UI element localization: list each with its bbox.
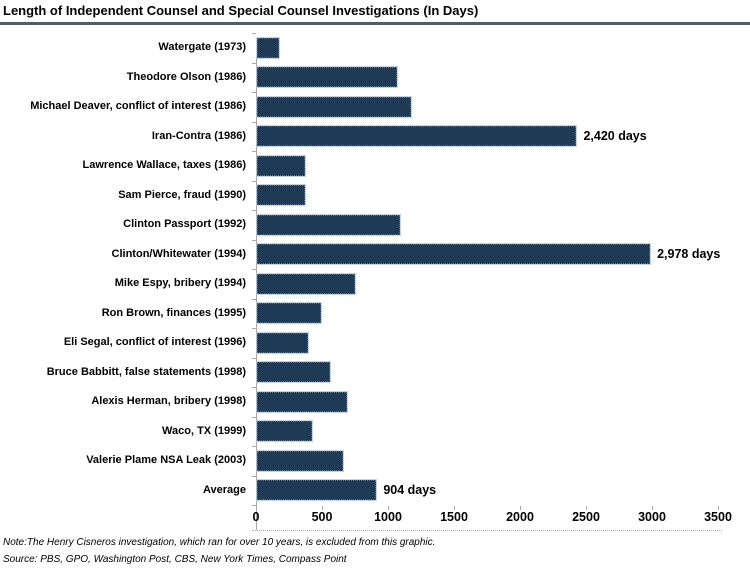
source-line: Source: PBS, GPO, Washington Post, CBS, … bbox=[3, 554, 347, 565]
bar bbox=[257, 273, 356, 294]
bar bbox=[257, 214, 401, 235]
category-label: Clinton/Whitewater (1994) bbox=[111, 247, 246, 260]
bar bbox=[257, 244, 651, 265]
title-underline bbox=[0, 22, 750, 25]
y-axis-tick bbox=[252, 416, 256, 418]
bar-chart: Watergate (1973) Theodore Olson (1986) Mic… bbox=[0, 25, 750, 531]
category-label: Mike Espy, bribery (1994) bbox=[114, 277, 246, 289]
y-axis-tick bbox=[252, 62, 256, 64]
x-axis-line bbox=[252, 530, 722, 531]
x-tick-label: 3500 bbox=[704, 510, 732, 524]
category-label: Ron Brown, finances (1995) bbox=[101, 306, 246, 319]
bar bbox=[257, 480, 377, 501]
y-axis-tick bbox=[252, 269, 256, 270]
y-axis-tick bbox=[252, 298, 256, 300]
y-axis-tick bbox=[252, 92, 256, 93]
x-tick-label: 500 bbox=[311, 510, 333, 524]
x-axis-tick bbox=[322, 506, 323, 510]
x-tick-label: 3000 bbox=[638, 510, 666, 524]
category-label: Bruce Babbitt, false statements (1998) bbox=[46, 365, 246, 378]
bar bbox=[257, 185, 306, 206]
category-label: Lawrence Wallace, taxes (1986) bbox=[82, 159, 246, 171]
category-label: Eli Segal, conflict of interest (1996) bbox=[63, 336, 246, 348]
bar bbox=[257, 67, 397, 88]
category-label: Watergate (1973) bbox=[158, 41, 246, 53]
bar bbox=[257, 450, 344, 471]
bar bbox=[257, 391, 347, 412]
x-axis-tick bbox=[652, 506, 653, 510]
bar bbox=[257, 96, 411, 117]
page-title: Length of Independent Counsel and Specia… bbox=[3, 3, 479, 18]
x-axis-tick bbox=[454, 506, 455, 510]
category-label: Michael Deaver, conflict of interest (19… bbox=[30, 100, 246, 112]
bar-value-label: 2,420 days bbox=[583, 128, 647, 143]
category-label: Valerie Plame NSA Leak (2003) bbox=[86, 454, 246, 466]
y-axis-tick bbox=[252, 210, 256, 211]
bar bbox=[257, 332, 308, 353]
category-label: Clinton Passport (1992) bbox=[123, 218, 246, 230]
bar bbox=[257, 126, 577, 147]
x-axis-tick bbox=[586, 506, 587, 510]
x-axis-tick bbox=[388, 506, 389, 510]
y-axis-tick bbox=[252, 239, 256, 241]
y-axis-tick bbox=[252, 180, 256, 182]
bar-value-label: 904 days bbox=[383, 482, 437, 497]
bar bbox=[257, 303, 322, 324]
y-axis-tick bbox=[252, 475, 256, 477]
category-label: Waco, TX (1999) bbox=[162, 424, 246, 437]
category-label: Iran-Contra (1986) bbox=[151, 129, 246, 142]
footnote: Note:The Henry Cisneros investigation, w… bbox=[3, 537, 436, 548]
category-label: Theodore Olson (1986) bbox=[126, 70, 246, 83]
y-axis-tick bbox=[252, 387, 256, 388]
y-axis-line bbox=[256, 58, 257, 530]
x-axis-tick bbox=[718, 506, 719, 510]
bar bbox=[257, 421, 313, 442]
bar-value-label: 2,978 days bbox=[657, 246, 721, 261]
x-tick-label: 2500 bbox=[572, 510, 600, 524]
y-axis-tick bbox=[252, 33, 256, 34]
bar bbox=[257, 155, 305, 176]
y-axis-tick bbox=[252, 328, 256, 329]
x-tick-label: 2000 bbox=[506, 510, 534, 524]
x-axis-tick bbox=[520, 506, 521, 510]
y-axis-tick bbox=[252, 151, 256, 152]
x-tick-label: 1500 bbox=[440, 510, 468, 524]
y-axis-tick bbox=[252, 121, 256, 123]
category-label: Average bbox=[202, 483, 246, 496]
y-axis-tick bbox=[252, 505, 256, 506]
bar bbox=[257, 37, 279, 58]
category-label: Sam Pierce, fraud (1990) bbox=[118, 188, 246, 201]
bar bbox=[257, 362, 331, 383]
x-tick-label: 1000 bbox=[374, 510, 402, 524]
y-axis-tick bbox=[252, 446, 256, 447]
y-axis-tick bbox=[252, 357, 256, 359]
x-axis-tick bbox=[256, 506, 257, 510]
category-label: Alexis Herman, bribery (1998) bbox=[91, 395, 246, 407]
x-tick-label: 0 bbox=[252, 510, 260, 524]
